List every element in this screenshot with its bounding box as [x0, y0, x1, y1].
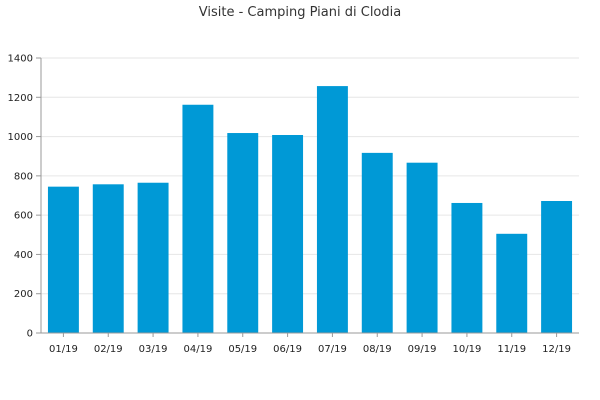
- bar-11-19: [496, 233, 528, 333]
- x-tick-label: 02/19: [94, 344, 123, 355]
- y-tick-label: 600: [14, 211, 33, 222]
- axes: [36, 57, 579, 337]
- bar-08-19: [361, 152, 393, 333]
- x-tick-label: 04/19: [184, 344, 213, 355]
- y-tick-label: 400: [14, 250, 33, 261]
- x-tick-label: 08/19: [363, 344, 392, 355]
- bar-04-19: [182, 104, 214, 333]
- bar-10-19: [451, 202, 483, 333]
- y-tick-label: 800: [14, 171, 33, 182]
- y-tick-label: 1400: [8, 54, 33, 65]
- x-tick-label: 07/19: [318, 344, 347, 355]
- bar-09-19: [406, 162, 438, 333]
- y-tick-label: 0: [27, 329, 33, 340]
- y-tick-labels: 0 200 400 600 800 1000 1200 1400: [8, 54, 33, 340]
- x-tick-label: 06/19: [273, 344, 302, 355]
- x-tick-labels: 01/19 02/19 03/19 04/19 05/19 06/19 07/19 08/19…: [49, 344, 571, 355]
- x-tick-label: 12/19: [542, 344, 571, 355]
- chart-title: Visite - Camping Piani di Clodia: [199, 5, 401, 20]
- bar-05-19: [227, 133, 259, 333]
- bar-12-19: [541, 201, 573, 333]
- bar-02-19: [92, 184, 124, 333]
- x-tick-label: 01/19: [49, 344, 78, 355]
- x-tick-label: 03/19: [139, 344, 168, 355]
- y-tick-label: 200: [14, 289, 33, 300]
- x-tick-label: 09/19: [408, 344, 437, 355]
- bar-01-19: [47, 186, 79, 333]
- x-tick-label: 05/19: [228, 344, 257, 355]
- y-tick-label: 1000: [8, 132, 33, 143]
- grid-lines: [41, 57, 579, 295]
- bar-07-19: [316, 86, 348, 333]
- bars: [47, 86, 573, 333]
- bar-06-19: [272, 135, 304, 333]
- x-tick-label: 10/19: [453, 344, 482, 355]
- x-tick-label: 11/19: [497, 344, 526, 355]
- bar-03-19: [137, 182, 169, 333]
- y-tick-label: 1200: [8, 93, 33, 104]
